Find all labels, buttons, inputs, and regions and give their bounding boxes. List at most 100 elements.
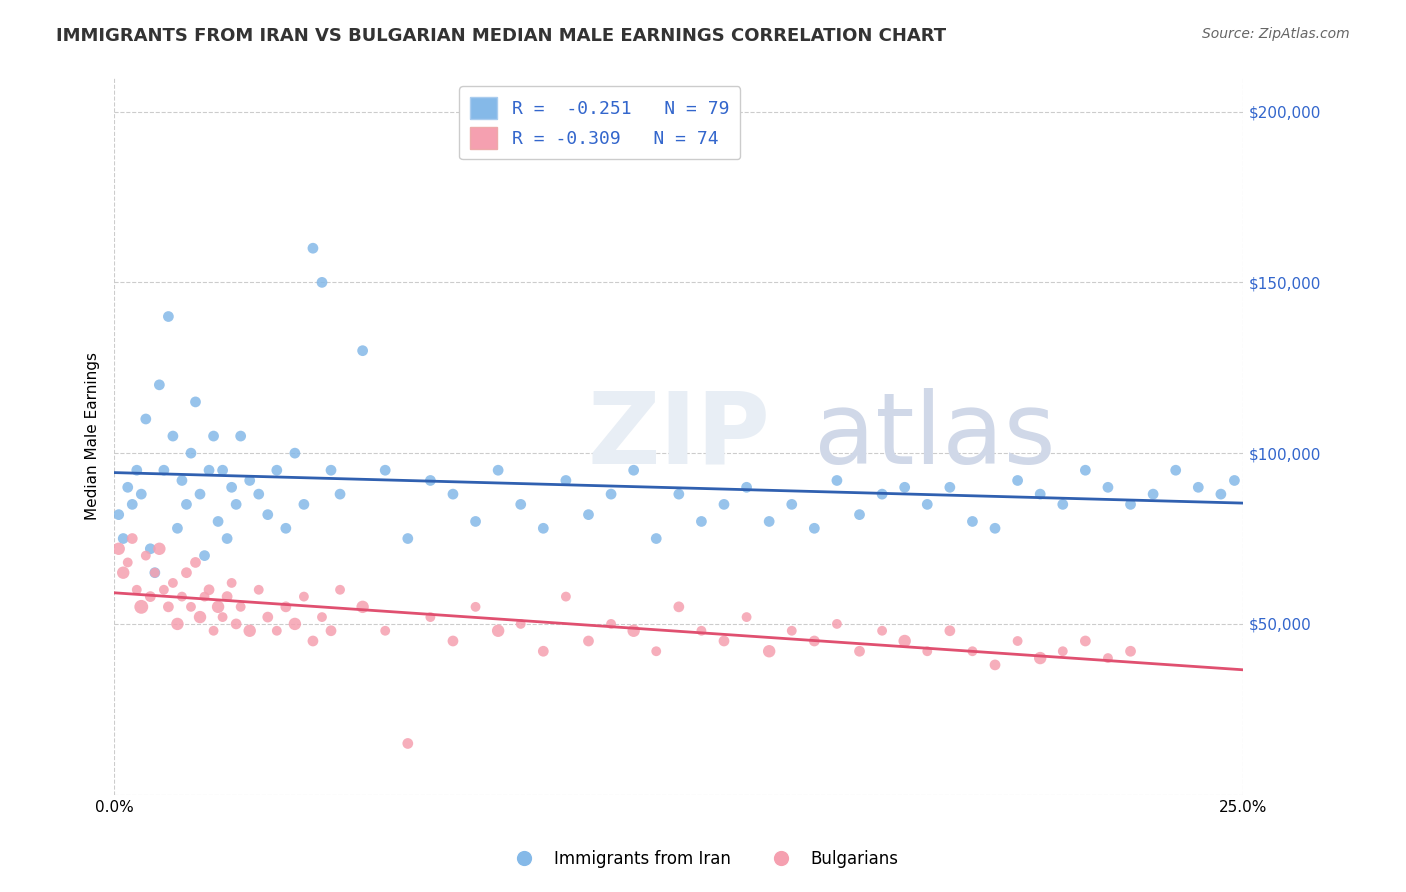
Point bbox=[121, 497, 143, 511]
Point bbox=[198, 463, 221, 477]
Point bbox=[162, 576, 184, 591]
Point bbox=[166, 521, 188, 535]
Point bbox=[803, 634, 825, 648]
Point bbox=[117, 556, 139, 570]
Point bbox=[645, 644, 668, 658]
Point bbox=[170, 474, 193, 488]
Point bbox=[441, 487, 464, 501]
Point bbox=[239, 624, 262, 638]
Point bbox=[256, 610, 278, 624]
Point bbox=[554, 590, 576, 604]
Point bbox=[984, 521, 1007, 535]
Point bbox=[198, 582, 221, 597]
Point bbox=[207, 599, 229, 614]
Point bbox=[207, 515, 229, 529]
Point bbox=[1029, 487, 1052, 501]
Point bbox=[266, 463, 288, 477]
Point bbox=[239, 474, 262, 488]
Point bbox=[125, 463, 148, 477]
Point bbox=[180, 446, 202, 460]
Point bbox=[939, 624, 962, 638]
Point bbox=[668, 487, 690, 501]
Point bbox=[1097, 651, 1119, 665]
Point bbox=[1097, 480, 1119, 494]
Point bbox=[188, 610, 211, 624]
Text: atlas: atlas bbox=[814, 387, 1056, 484]
Point bbox=[374, 463, 396, 477]
Point bbox=[148, 377, 170, 392]
Text: Source: ZipAtlas.com: Source: ZipAtlas.com bbox=[1202, 27, 1350, 41]
Point bbox=[202, 624, 225, 638]
Point bbox=[302, 241, 325, 255]
Point bbox=[311, 610, 333, 624]
Point bbox=[125, 582, 148, 597]
Point bbox=[135, 412, 157, 426]
Point bbox=[374, 624, 396, 638]
Point bbox=[600, 487, 623, 501]
Point bbox=[184, 556, 207, 570]
Point bbox=[509, 616, 531, 631]
Point bbox=[870, 624, 893, 638]
Point bbox=[1142, 487, 1164, 501]
Point bbox=[193, 590, 215, 604]
Point bbox=[221, 576, 243, 591]
Point bbox=[1074, 463, 1097, 477]
Point bbox=[531, 521, 554, 535]
Point bbox=[176, 566, 198, 580]
Point bbox=[1187, 480, 1209, 494]
Point bbox=[1029, 651, 1052, 665]
Point bbox=[274, 599, 297, 614]
Point bbox=[135, 549, 157, 563]
Point bbox=[217, 590, 239, 604]
Point bbox=[780, 497, 803, 511]
Point bbox=[623, 624, 645, 638]
Point bbox=[1119, 497, 1142, 511]
Point bbox=[1164, 463, 1187, 477]
Point bbox=[184, 395, 207, 409]
Point bbox=[713, 634, 735, 648]
Point bbox=[121, 532, 143, 546]
Point bbox=[780, 624, 803, 638]
Point bbox=[1052, 644, 1074, 658]
Point bbox=[758, 515, 780, 529]
Point bbox=[893, 634, 915, 648]
Point bbox=[825, 474, 848, 488]
Point bbox=[893, 480, 915, 494]
Point bbox=[870, 487, 893, 501]
Point bbox=[464, 515, 486, 529]
Point bbox=[266, 624, 288, 638]
Point bbox=[329, 487, 352, 501]
Point bbox=[193, 549, 215, 563]
Point bbox=[735, 610, 758, 624]
Point bbox=[984, 657, 1007, 672]
Point bbox=[229, 429, 252, 443]
Point bbox=[211, 610, 233, 624]
Point bbox=[112, 566, 135, 580]
Point bbox=[107, 541, 129, 556]
Point bbox=[668, 599, 690, 614]
Point bbox=[292, 497, 315, 511]
Point bbox=[690, 624, 713, 638]
Point bbox=[554, 474, 576, 488]
Point bbox=[578, 634, 600, 648]
Point bbox=[107, 508, 129, 522]
Point bbox=[180, 599, 202, 614]
Point bbox=[352, 343, 374, 358]
Point bbox=[531, 644, 554, 658]
Point bbox=[441, 634, 464, 648]
Point bbox=[221, 480, 243, 494]
Point bbox=[917, 644, 939, 658]
Text: IMMIGRANTS FROM IRAN VS BULGARIAN MEDIAN MALE EARNINGS CORRELATION CHART: IMMIGRANTS FROM IRAN VS BULGARIAN MEDIAN… bbox=[56, 27, 946, 45]
Point bbox=[166, 616, 188, 631]
Point bbox=[153, 463, 176, 477]
Point bbox=[419, 610, 441, 624]
Point bbox=[129, 487, 152, 501]
Point bbox=[139, 590, 162, 604]
Point bbox=[419, 474, 441, 488]
Point bbox=[157, 310, 180, 324]
Point bbox=[143, 566, 166, 580]
Point bbox=[225, 616, 247, 631]
Legend: Immigrants from Iran, Bulgarians: Immigrants from Iran, Bulgarians bbox=[501, 844, 905, 875]
Point bbox=[274, 521, 297, 535]
Point bbox=[153, 582, 176, 597]
